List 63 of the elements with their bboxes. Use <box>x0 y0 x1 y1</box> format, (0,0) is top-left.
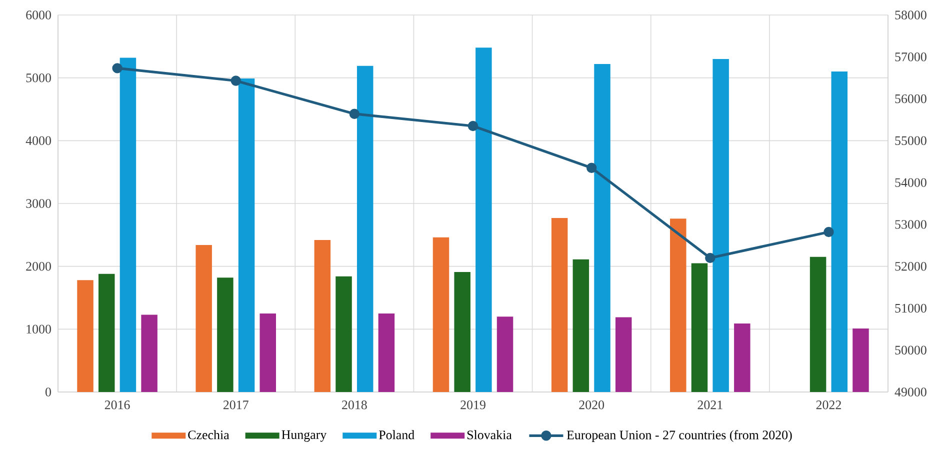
bar <box>314 240 331 392</box>
bar <box>120 58 136 392</box>
y2-tick-label: 57000 <box>895 52 926 62</box>
bar <box>852 328 869 392</box>
bar <box>238 78 255 392</box>
x-tick-label: 2020 <box>579 400 604 410</box>
bar <box>734 324 750 392</box>
point <box>468 120 478 132</box>
bar <box>141 314 158 392</box>
legend-label: Czechia <box>188 430 230 440</box>
point <box>824 226 834 238</box>
point <box>349 108 360 119</box>
bar <box>476 48 492 392</box>
bar <box>831 72 848 392</box>
y-tick-label: 4000 <box>26 136 51 146</box>
x-tick-label: 2021 <box>698 400 722 410</box>
y2-tick-label: 51000 <box>895 304 926 313</box>
legend-label: European Union - 27 countries (from 2020) <box>566 430 792 442</box>
legend-label: Slovakia <box>467 430 512 440</box>
bar <box>378 313 395 392</box>
legend-label: Poland <box>379 430 414 440</box>
bar <box>551 218 568 392</box>
y-tick-label: 1000 <box>26 324 51 334</box>
x-tick-label: 2018 <box>342 400 367 410</box>
point <box>112 63 122 74</box>
x-tick-label: 2022 <box>816 400 841 410</box>
y2-tick-label: 58000 <box>895 10 926 20</box>
bar <box>432 237 450 392</box>
y2-tick-label: 56000 <box>895 94 926 104</box>
bar <box>496 316 514 392</box>
bar <box>454 272 470 392</box>
point <box>230 76 241 86</box>
point <box>586 162 597 173</box>
bar <box>356 66 374 392</box>
y-tick-label: 2000 <box>26 262 51 271</box>
x-tick-label: 2019 <box>460 400 486 410</box>
y-tick-label: 0 <box>46 388 51 396</box>
bar <box>217 278 234 392</box>
y-tick-label: 3000 <box>26 199 51 208</box>
y2-tick-label: 52000 <box>895 262 926 271</box>
y2-tick-label: 53000 <box>895 220 926 229</box>
bar <box>691 263 708 392</box>
x-tick-label: 2016 <box>104 400 130 410</box>
legend-label: Hungary <box>282 430 327 442</box>
bar <box>615 317 632 392</box>
bar <box>98 274 115 392</box>
y2-tick-label: 50000 <box>895 346 926 354</box>
point <box>705 252 716 264</box>
y2-tick-label: 49000 <box>894 388 926 396</box>
bar <box>594 64 610 392</box>
y2-tick-label: 54000 <box>895 178 926 187</box>
bar <box>712 58 729 392</box>
y-tick-label: 6000 <box>26 10 51 20</box>
bar <box>572 259 590 392</box>
bar <box>336 276 352 392</box>
bar <box>810 256 826 392</box>
bar <box>77 280 94 392</box>
y-tick-label: 5000 <box>26 73 51 82</box>
x-tick-label: 2017 <box>223 400 248 410</box>
y2-tick-label: 55000 <box>895 136 926 146</box>
bar <box>260 313 276 392</box>
bar <box>196 244 212 392</box>
bar <box>670 218 686 392</box>
